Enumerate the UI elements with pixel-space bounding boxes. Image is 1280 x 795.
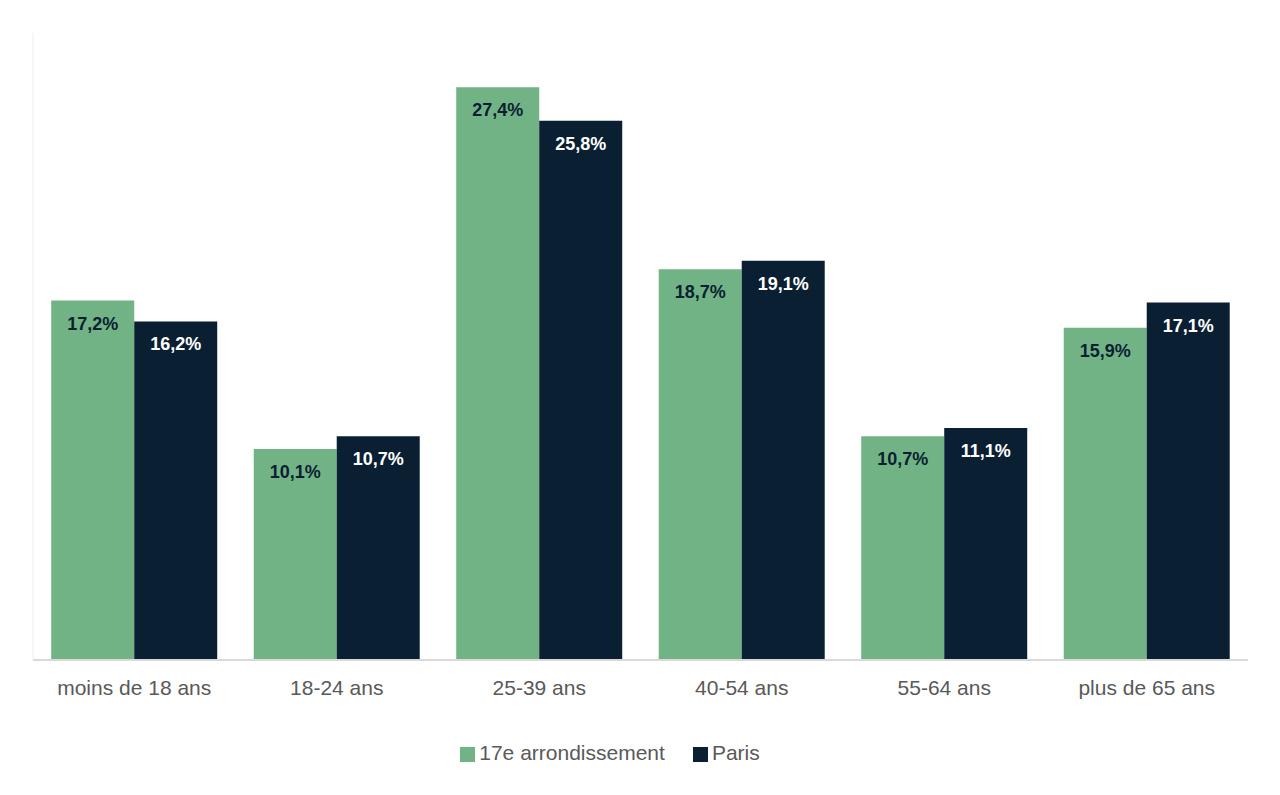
svg-text:25,8%: 25,8% [555,134,606,154]
html-text:17e arrondissement: 17e arrondissement [479,741,665,764]
svg-text:plus de 65 ans: plus de 65 ans [1078,676,1215,699]
html-text:Paris: Paris [711,741,760,764]
svg-text:17,1%: 17,1% [1163,316,1214,336]
svg-text:18-24 ans: 18-24 ans [290,676,383,699]
svg-text:moins de 18 ans: moins de 18 ans [57,676,211,699]
svg-text:19,1%: 19,1% [758,274,809,294]
svg-text:16,2%: 16,2% [150,334,201,354]
svg-text:25-39 ans: 25-39 ans [493,676,586,699]
svg-text:11,1%: 11,1% [961,441,1011,461]
svg-text:40-54 ans: 40-54 ans [695,676,788,699]
svg-text:10,1%: 10,1% [270,462,321,482]
svg-text:18,7%: 18,7% [675,282,726,302]
svg-text:10,7%: 10,7% [353,449,404,469]
svg-text:17,2%: 17,2% [67,314,118,334]
svg-text:55-64 ans: 55-64 ans [898,676,991,699]
svg-text:15,9%: 15,9% [1080,341,1131,361]
svg-text:10,7%: 10,7% [877,449,928,469]
svg-text:27,4%: 27,4% [472,100,523,120]
